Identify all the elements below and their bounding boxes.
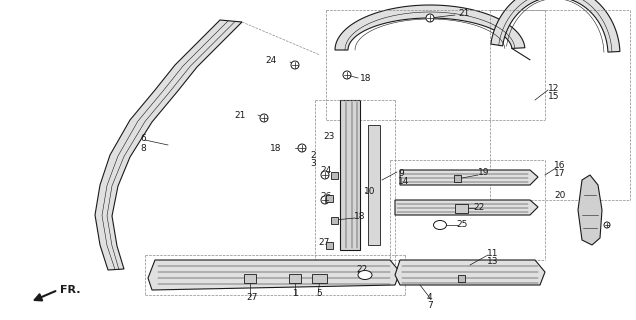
Text: 2: 2 (310, 150, 315, 159)
Polygon shape (148, 260, 400, 290)
Text: 23: 23 (323, 132, 335, 140)
Text: 21: 21 (234, 110, 245, 119)
Text: 10: 10 (364, 187, 375, 196)
Text: 19: 19 (478, 167, 490, 177)
Bar (244, 274, 256, 283)
Bar (455, 204, 469, 212)
Bar (331, 217, 338, 223)
Polygon shape (578, 175, 602, 245)
Text: 24: 24 (265, 55, 276, 65)
Text: FR.: FR. (60, 285, 81, 295)
Text: 13: 13 (487, 257, 499, 266)
Text: 18: 18 (360, 74, 371, 83)
Bar (289, 274, 301, 283)
Text: 1: 1 (293, 289, 299, 298)
Ellipse shape (358, 270, 372, 279)
Circle shape (260, 114, 268, 122)
Text: 20: 20 (554, 190, 565, 199)
Polygon shape (95, 20, 242, 270)
Text: 9: 9 (398, 169, 404, 178)
Text: 18: 18 (354, 212, 366, 220)
Text: 7: 7 (427, 301, 432, 310)
Text: 25: 25 (456, 220, 467, 228)
Polygon shape (395, 200, 538, 215)
Text: 15: 15 (548, 92, 560, 100)
Text: 16: 16 (554, 161, 565, 170)
Circle shape (343, 71, 351, 79)
Bar (326, 242, 333, 249)
Text: 12: 12 (548, 84, 560, 92)
Text: 24: 24 (320, 165, 331, 174)
Circle shape (426, 14, 434, 22)
Polygon shape (395, 260, 545, 285)
Text: 4: 4 (427, 293, 432, 302)
Bar (459, 275, 466, 282)
Polygon shape (340, 100, 360, 250)
Bar (326, 195, 333, 202)
Text: 8: 8 (140, 143, 146, 153)
Bar (331, 172, 338, 179)
Text: 14: 14 (398, 177, 410, 186)
Text: 26: 26 (320, 191, 331, 201)
Text: 3: 3 (310, 158, 315, 167)
Circle shape (291, 61, 299, 69)
Bar (312, 274, 328, 283)
Text: 22: 22 (473, 203, 484, 212)
Circle shape (321, 196, 329, 204)
Text: 22: 22 (356, 266, 367, 275)
Text: 27: 27 (246, 293, 258, 302)
Polygon shape (491, 0, 620, 52)
Text: 27: 27 (318, 237, 329, 246)
Circle shape (321, 171, 329, 179)
Text: 11: 11 (487, 249, 499, 258)
Text: 21: 21 (458, 9, 469, 18)
Polygon shape (400, 170, 538, 185)
Text: 18: 18 (270, 143, 282, 153)
Text: 5: 5 (316, 289, 322, 298)
Circle shape (604, 222, 610, 228)
Polygon shape (368, 125, 380, 245)
Text: 6: 6 (140, 133, 146, 142)
Text: 17: 17 (554, 169, 565, 178)
Bar (455, 174, 462, 181)
Ellipse shape (434, 220, 446, 229)
Circle shape (298, 144, 306, 152)
Polygon shape (335, 5, 525, 50)
